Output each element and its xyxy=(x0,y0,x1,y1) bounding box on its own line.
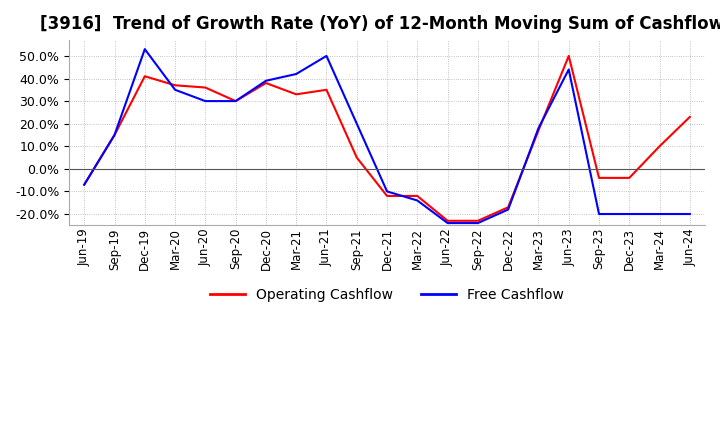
Free Cashflow xyxy=(595,211,603,216)
Free Cashflow xyxy=(504,207,513,212)
Operating Cashflow xyxy=(625,175,634,180)
Free Cashflow xyxy=(201,99,210,104)
Free Cashflow xyxy=(383,189,392,194)
Line: Free Cashflow: Free Cashflow xyxy=(84,49,690,223)
Free Cashflow xyxy=(564,67,573,72)
Operating Cashflow xyxy=(201,85,210,90)
Operating Cashflow xyxy=(534,128,543,133)
Operating Cashflow xyxy=(322,87,330,92)
Free Cashflow xyxy=(261,78,270,84)
Operating Cashflow xyxy=(504,205,513,210)
Free Cashflow xyxy=(140,47,149,52)
Operating Cashflow xyxy=(110,132,119,138)
Operating Cashflow xyxy=(171,83,179,88)
Operating Cashflow xyxy=(353,155,361,160)
Operating Cashflow xyxy=(80,182,89,187)
Legend: Operating Cashflow, Free Cashflow: Operating Cashflow, Free Cashflow xyxy=(204,282,570,307)
Free Cashflow xyxy=(534,125,543,131)
Operating Cashflow xyxy=(292,92,300,97)
Operating Cashflow xyxy=(564,53,573,59)
Operating Cashflow xyxy=(474,218,482,224)
Free Cashflow xyxy=(292,71,300,77)
Line: Operating Cashflow: Operating Cashflow xyxy=(84,56,690,221)
Operating Cashflow xyxy=(595,175,603,180)
Operating Cashflow xyxy=(261,81,270,86)
Free Cashflow xyxy=(655,211,664,216)
Free Cashflow xyxy=(625,211,634,216)
Free Cashflow xyxy=(231,99,240,104)
Title: [3916]  Trend of Growth Rate (YoY) of 12-Month Moving Sum of Cashflows: [3916] Trend of Growth Rate (YoY) of 12-… xyxy=(40,15,720,33)
Free Cashflow xyxy=(110,132,119,138)
Operating Cashflow xyxy=(655,143,664,149)
Free Cashflow xyxy=(474,220,482,226)
Free Cashflow xyxy=(444,220,452,226)
Operating Cashflow xyxy=(231,99,240,104)
Free Cashflow xyxy=(322,53,330,59)
Free Cashflow xyxy=(80,182,89,187)
Operating Cashflow xyxy=(444,218,452,224)
Operating Cashflow xyxy=(140,73,149,79)
Operating Cashflow xyxy=(383,193,392,198)
Free Cashflow xyxy=(685,211,694,216)
Free Cashflow xyxy=(413,198,422,203)
Free Cashflow xyxy=(353,121,361,126)
Operating Cashflow xyxy=(413,193,422,198)
Free Cashflow xyxy=(171,87,179,92)
Operating Cashflow xyxy=(685,114,694,120)
